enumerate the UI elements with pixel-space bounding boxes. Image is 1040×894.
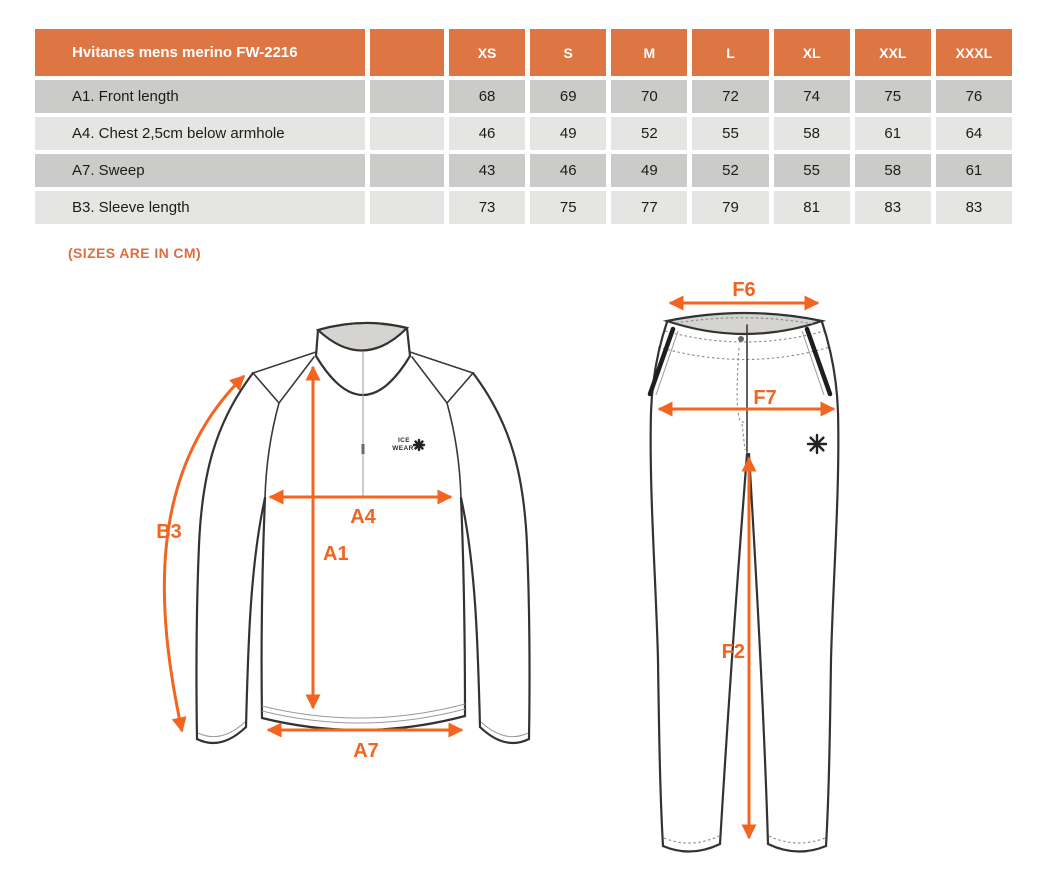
value-cell: 61 — [935, 154, 1012, 187]
value-cell: 64 — [935, 117, 1012, 150]
collar-outline — [314, 321, 412, 396]
f6-label: F6 — [732, 279, 755, 301]
value-cell: 43 — [449, 154, 526, 187]
logo-text-line1: ICE — [398, 437, 410, 444]
body-right-side — [459, 496, 467, 718]
right-sleeve-outer — [471, 371, 531, 741]
size-header-l: L — [692, 29, 769, 76]
pants-drawing: F6 F7 F2 — [647, 279, 840, 853]
shirt-drawing: ICE WEAR B3 A4 A1 A7 — [156, 321, 531, 762]
value-cell: 61 — [854, 117, 931, 150]
a1-label: A1 — [323, 543, 349, 565]
right-inseam — [747, 452, 770, 846]
waist-button — [738, 336, 744, 342]
left-leg-hem — [661, 842, 722, 853]
left-pocket-edge — [655, 330, 679, 396]
blank-cell — [370, 191, 444, 224]
size-header-xs: XS — [449, 29, 526, 76]
value-cell: 75 — [530, 191, 607, 224]
blank-cell — [370, 117, 444, 150]
value-cell: 58 — [854, 154, 931, 187]
sizes-unit-note: (SIZES ARE IN CM) — [68, 245, 202, 261]
value-cell: 46 — [449, 117, 526, 150]
value-cell: 76 — [935, 80, 1012, 113]
row-label-sleeve-length: B3. Sleeve length — [35, 191, 365, 224]
value-cell: 46 — [530, 154, 607, 187]
snowflake-icon — [806, 433, 828, 455]
value-cell: 75 — [854, 80, 931, 113]
right-cuff — [478, 725, 531, 745]
size-header-xxl: XXL — [854, 29, 931, 76]
b3-label: B3 — [156, 521, 182, 543]
body-left-side — [260, 496, 267, 720]
value-cell: 49 — [611, 154, 688, 187]
snowflake-icon — [412, 438, 426, 452]
value-cell: 83 — [935, 191, 1012, 224]
right-leg-hem-stitch — [768, 835, 826, 844]
value-cell: 72 — [692, 80, 769, 113]
value-cell: 52 — [611, 117, 688, 150]
a4-label: A4 — [350, 506, 376, 528]
logo-text-line2: WEAR — [392, 445, 413, 452]
value-cell: 83 — [854, 191, 931, 224]
table-title-cell: Hvitanes mens merino FW-2216 — [35, 29, 365, 76]
right-leg-hem — [766, 842, 828, 853]
f7-label: F7 — [753, 387, 776, 409]
right-pocket-opening — [804, 326, 833, 397]
right-shoulder-slope — [409, 351, 474, 374]
waistband-top — [662, 311, 827, 336]
right-sleeve-inner — [459, 496, 482, 729]
right-raglan-seam — [446, 402, 462, 499]
right-pocket-edge — [801, 330, 825, 396]
value-cell: 58 — [773, 117, 850, 150]
fly-stitch-2 — [741, 423, 746, 451]
b3-arrow — [162, 374, 246, 733]
row-label-sweep: A7. Sweep — [35, 154, 365, 187]
value-cell: 73 — [449, 191, 526, 224]
value-cell: 70 — [611, 80, 688, 113]
size-header-xl: XL — [773, 29, 850, 76]
left-leg-hem-stitch — [663, 835, 720, 844]
table-header-blank-cell — [370, 29, 444, 76]
value-cell: 79 — [692, 191, 769, 224]
value-cell: 74 — [773, 80, 850, 113]
left-sleeve-inner — [244, 496, 267, 729]
blank-cell — [370, 154, 444, 187]
row-label-front-length: A1. Front length — [35, 80, 365, 113]
size-chart-table: Hvitanes mens merino FW-2216 XS S M L XL… — [35, 29, 1012, 224]
pants-left-side — [649, 320, 669, 848]
waistband-texture — [675, 317, 815, 325]
waist-stitch-2 — [657, 346, 831, 361]
value-cell: 81 — [773, 191, 850, 224]
value-cell: 68 — [449, 80, 526, 113]
size-header-xxxl: XXXL — [935, 29, 1012, 76]
value-cell: 69 — [530, 80, 607, 113]
size-header-m: M — [611, 29, 688, 76]
waist-stitch-1 — [664, 330, 825, 343]
value-cell: 55 — [773, 154, 850, 187]
zipper-pull — [361, 444, 365, 454]
left-raglan-seam — [264, 402, 280, 499]
pants-right-side — [820, 320, 840, 848]
value-cell: 49 — [530, 117, 607, 150]
fly-stitch — [736, 347, 747, 423]
row-label-chest: A4. Chest 2,5cm below armhole — [35, 117, 365, 150]
right-shoulder-yoke — [411, 356, 474, 405]
value-cell: 55 — [692, 117, 769, 150]
left-shoulder-yoke — [252, 356, 315, 405]
hem-stitch — [261, 703, 466, 719]
value-cell: 52 — [692, 154, 769, 187]
blank-cell — [370, 80, 444, 113]
left-pocket-opening — [647, 326, 676, 397]
left-shoulder-slope — [252, 351, 317, 374]
f2-label: F2 — [722, 641, 745, 663]
size-header-s: S — [530, 29, 607, 76]
value-cell: 77 — [611, 191, 688, 224]
shirt-logo: ICE WEAR — [392, 437, 426, 452]
right-cuff-stitch — [480, 721, 529, 738]
a7-label: A7 — [353, 740, 379, 762]
